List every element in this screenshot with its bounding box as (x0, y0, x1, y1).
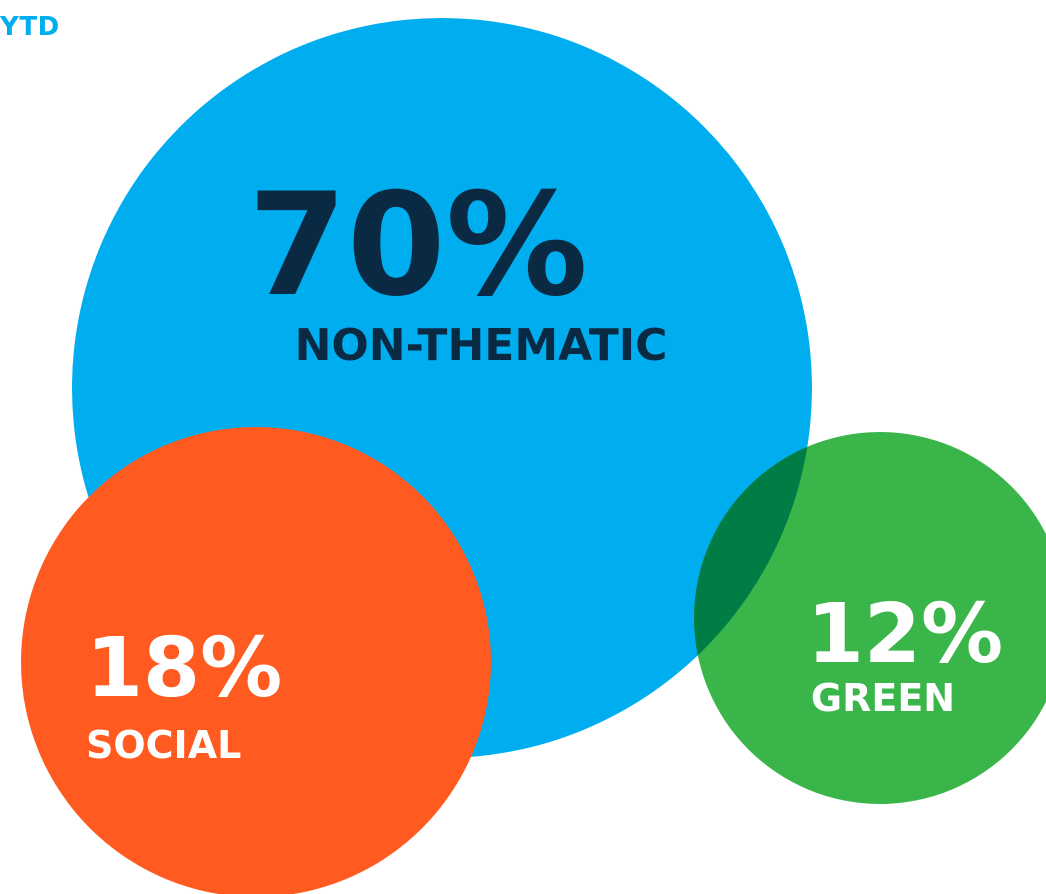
period-label: YTD (0, 12, 60, 42)
value-label-social: 18% (86, 621, 282, 716)
category-label-social: SOCIAL (86, 723, 241, 767)
value-label-green: 12% (807, 587, 1003, 682)
bubble-social (21, 427, 491, 894)
category-label-green: GREEN (811, 676, 955, 720)
category-label-non-thematic: NON-THEMATIC (295, 320, 668, 371)
value-label-non-thematic: 70% (248, 163, 588, 328)
